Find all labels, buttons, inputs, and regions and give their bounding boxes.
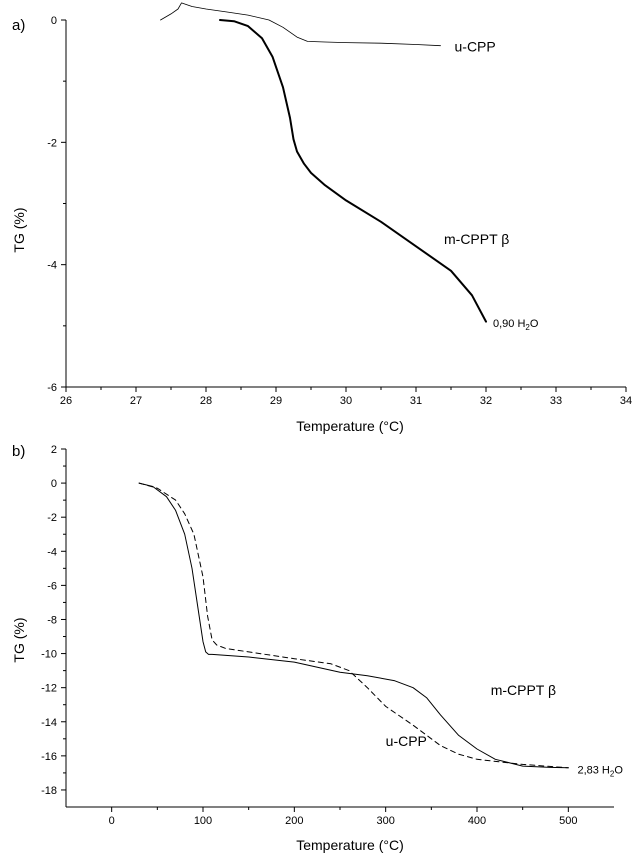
panel-a-annotation-3: 0,90 H2O <box>493 318 539 332</box>
panel-b-series-1-line <box>138 482 569 769</box>
panel-b-x-tick-label: 200 <box>285 815 303 827</box>
panel-b-series-2-line <box>138 482 569 769</box>
panel-b: b) 0 100 200 300 400 500 -18 -16 -14 -12 -10 -8 -6 -4… <box>11 443 623 853</box>
panel-a-x-tick-label: 31 <box>410 395 422 407</box>
panel-a-annotation-1: u-CPP <box>455 39 496 55</box>
panel-b-x-tick-label: 100 <box>194 815 212 827</box>
panel-b-y-tick-label: -8 <box>47 614 57 626</box>
panel-a-x-tick-label: 33 <box>550 395 562 407</box>
panel-a-x-tick-label: 29 <box>270 395 282 407</box>
panel-a-x-tick-label: 32 <box>480 395 492 407</box>
panel-b-plot-area: 0 100 200 300 400 500 -18 -16 -14 -12 -10 -8 -6 -4 -2 0… <box>41 444 623 827</box>
panel-b-x-tick-label: 300 <box>376 815 394 827</box>
panel-a-y-tick-label: -4 <box>47 260 57 272</box>
panel-a-x-axis-title: Temperature (°C) <box>296 418 404 434</box>
panel-a-y-tick-label: -2 <box>47 137 57 149</box>
panel-b-y-tick-label: 0 <box>51 478 57 490</box>
panel-a-series-1-line <box>160 2 441 47</box>
panel-a-y-axis-title: TG (%) <box>11 207 27 252</box>
panel-a-annotation-2: m-CPPT β <box>444 231 509 247</box>
panel-b-letter: b) <box>12 443 25 460</box>
panel-b-y-tick-label: -16 <box>41 751 57 763</box>
panel-a-x-tick-label: 34 <box>620 395 632 407</box>
panel-b-y-tick-label: -4 <box>47 546 57 558</box>
panel-b-y-tick-label: -6 <box>47 580 57 592</box>
panel-b-x-tick-label: 400 <box>468 815 486 827</box>
panel-a-x-tick-label: 30 <box>340 395 352 407</box>
panel-b-x-tick-label: 0 <box>109 815 115 827</box>
panel-b-y-tick-label: -12 <box>41 683 57 695</box>
panel-a-series-2-line <box>219 19 487 323</box>
panel-b-y-tick-label: -10 <box>41 649 57 661</box>
panel-b-annotation-3: 2,83 H2O <box>577 764 623 778</box>
panel-b-y-tick-label: -2 <box>47 512 57 524</box>
panel-b-y-tick-label: -14 <box>41 717 57 729</box>
panel-a-x-tick-label: 28 <box>200 395 212 407</box>
panel-a-y-tick-label: -6 <box>47 382 57 394</box>
panel-a-y-tick-label: 0 <box>51 15 57 27</box>
panel-b-annotation-1: m-CPPT β <box>491 682 556 698</box>
panel-a-letter: a) <box>12 17 25 34</box>
panel-b-y-tick-label: -18 <box>41 785 57 797</box>
panel-a-x-tick-label: 26 <box>60 395 72 407</box>
panel-b-x-tick-label: 500 <box>559 815 577 827</box>
panel-b-annotation-2: u-CPP <box>386 733 427 749</box>
panel-a-plot-area: 26 27 28 29 30 31 32 33 34 -6 -4 -2 0 u-CPP m-CPPT β 0,… <box>47 2 632 407</box>
panel-b-y-tick-label: 2 <box>51 444 57 456</box>
panel-a-x-tick-label: 27 <box>130 395 142 407</box>
panel-b-y-axis-title: TG (%) <box>11 617 27 662</box>
panel-a: a) 26 27 28 29 30 31 32 33 34 -6 -4 -2 0 u-CPP m-CPPT … <box>11 2 632 434</box>
panel-b-x-axis-title: Temperature (°C) <box>296 837 404 853</box>
